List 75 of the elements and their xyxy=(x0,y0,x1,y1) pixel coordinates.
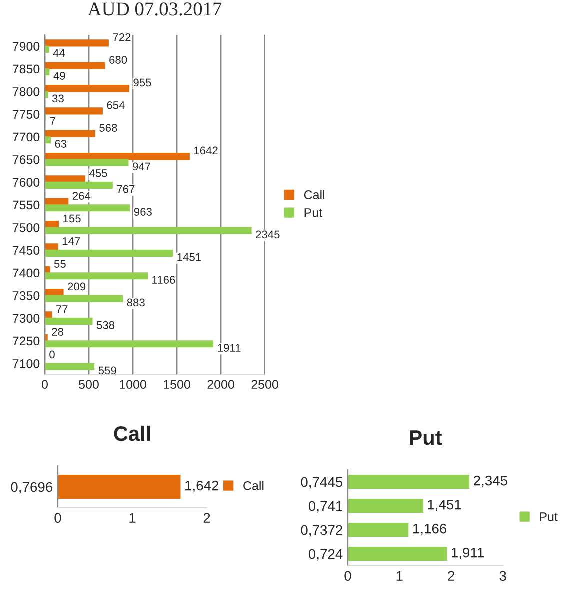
x-tick-label: 2500 xyxy=(252,380,278,390)
y-tick-label: 7350 xyxy=(12,291,40,300)
y-tick-label: 7750 xyxy=(12,110,40,119)
data-label: 1,166 xyxy=(413,524,447,536)
data-label: 559 xyxy=(98,366,116,375)
data-label: 28 xyxy=(52,328,64,336)
y-tick-label: 7900 xyxy=(12,42,40,51)
legend-label: Put xyxy=(540,512,558,522)
x-tick-label: 1000 xyxy=(120,380,146,390)
data-label: 2,345 xyxy=(474,476,508,488)
y-tick-label: 7100 xyxy=(12,359,40,368)
y-tick-label: 7500 xyxy=(12,223,40,232)
x-tick-label: 1 xyxy=(130,513,136,523)
legend-label: Call xyxy=(304,190,324,200)
data-label: 883 xyxy=(127,298,145,307)
data-label: 7 xyxy=(50,118,56,126)
data-label: 155 xyxy=(64,214,81,223)
data-label: 49 xyxy=(54,72,66,80)
x-tick-label: 2 xyxy=(448,571,454,581)
x-tick-label: 1 xyxy=(396,571,403,581)
data-label: 63 xyxy=(55,140,67,148)
data-label: 1,642 xyxy=(186,480,219,492)
chart-title: AUD 07.03.2017 xyxy=(88,2,222,16)
y-tick-label: 7700 xyxy=(12,132,40,142)
data-label: 722 xyxy=(113,33,131,42)
data-label: 680 xyxy=(110,56,128,64)
data-label: 963 xyxy=(134,208,152,216)
x-tick-label: 3 xyxy=(500,571,506,582)
data-label: 1,911 xyxy=(452,548,484,560)
data-label: 955 xyxy=(134,78,152,87)
x-tick-label: 0 xyxy=(42,380,48,390)
data-label: 1451 xyxy=(178,254,202,262)
y-tick-label: 7400 xyxy=(12,268,40,278)
chart-title: Put xyxy=(410,430,442,446)
data-label: 33 xyxy=(52,94,64,103)
y-tick-label: 7250 xyxy=(12,336,40,346)
y-tick-label: 7800 xyxy=(12,87,40,96)
x-tick-label: 2000 xyxy=(208,380,234,390)
y-tick-label: 7300 xyxy=(12,314,40,323)
data-label: 455 xyxy=(89,170,108,178)
data-label: 2345 xyxy=(256,230,280,239)
x-tick-label: 2 xyxy=(204,513,210,523)
data-label: 947 xyxy=(133,162,150,171)
data-label: 44 xyxy=(53,50,66,58)
y-tick-label: 0,741 xyxy=(308,501,342,513)
x-tick-label: 0 xyxy=(344,571,352,582)
data-label: 77 xyxy=(56,306,68,314)
legend-label: Call xyxy=(244,481,264,490)
x-tick-label: 500 xyxy=(79,380,99,390)
y-tick-label: 7650 xyxy=(12,155,40,164)
data-label: 767 xyxy=(117,185,135,194)
data-label: 1642 xyxy=(194,146,218,155)
data-label: 264 xyxy=(72,192,91,200)
legend-label: Put xyxy=(304,208,322,218)
data-label: 147 xyxy=(62,238,80,246)
y-tick-label: 0,7372 xyxy=(301,525,342,537)
y-tick-label: 0,724 xyxy=(308,549,343,561)
y-tick-label: 7450 xyxy=(12,246,40,255)
x-tick-label: 0 xyxy=(54,513,62,524)
data-label: 55 xyxy=(54,260,66,268)
data-label: 538 xyxy=(96,321,115,330)
data-label: 568 xyxy=(100,124,118,132)
y-tick-label: 7600 xyxy=(12,178,40,187)
y-tick-label: 7550 xyxy=(12,200,40,210)
y-tick-label: 0,7696 xyxy=(11,482,53,494)
x-tick-label: 1500 xyxy=(164,380,190,390)
data-label: 1911 xyxy=(218,344,241,352)
y-tick-label: 7850 xyxy=(12,64,40,74)
data-label: 0 xyxy=(50,350,55,359)
data-label: 1166 xyxy=(152,276,176,284)
data-label: 1,451 xyxy=(428,500,462,512)
y-tick-label: 0,7445 xyxy=(301,477,343,489)
data-label: 209 xyxy=(68,282,86,291)
chart-title: Call xyxy=(114,426,150,442)
data-label: 654 xyxy=(107,101,125,110)
